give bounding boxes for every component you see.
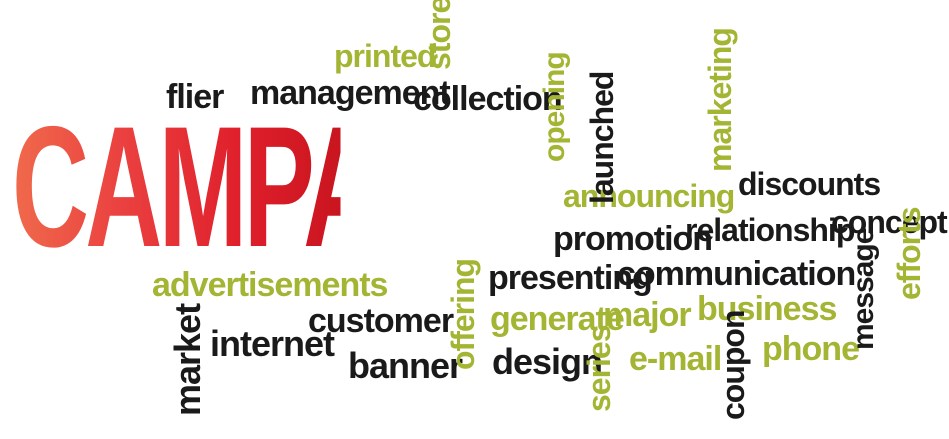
word-advertisements: advertisements [152, 266, 388, 304]
headline-campaign: CAMPAIGN [12, 91, 559, 283]
word-coupon: coupon [715, 310, 751, 420]
word-launched: launched [584, 71, 620, 204]
word-discounts: discounts [738, 166, 881, 202]
word-efforts: efforts [891, 207, 927, 300]
word-communication: communication [617, 255, 856, 293]
word-series: series [581, 325, 617, 412]
word-concept: concept [831, 204, 948, 240]
word-collection: collection [413, 80, 563, 118]
word-promotion: promotion [553, 220, 713, 258]
word-banner: banner [348, 345, 463, 386]
word-phone: phone [762, 330, 860, 368]
word-internet: internet [210, 323, 335, 364]
word-offering: offering [445, 258, 481, 370]
word-store: store [421, 0, 457, 70]
word-announcing: announcing [563, 178, 735, 214]
word-flier: flier [166, 78, 224, 116]
word-generate: generate [490, 300, 625, 338]
word-marketing: marketing [702, 28, 738, 172]
word-message: message [847, 228, 880, 350]
word-management: management [250, 74, 451, 112]
word-customer: customer [308, 302, 454, 340]
word-design: design [492, 341, 603, 382]
word-printed: printed [334, 38, 436, 74]
word-market: market [167, 303, 208, 416]
word-business: business [697, 290, 837, 328]
word-relationship: relationship [685, 212, 855, 248]
word-presenting: presenting [488, 259, 653, 297]
word-email: e-mail [629, 340, 722, 378]
word-opening: opening [538, 52, 571, 162]
word-major: major [603, 296, 692, 334]
